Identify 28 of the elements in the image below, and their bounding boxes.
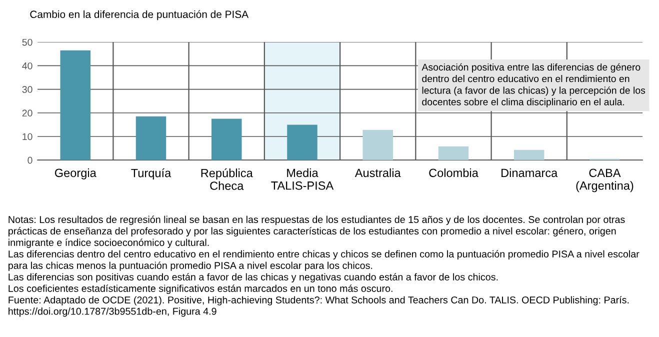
bar bbox=[362, 130, 393, 160]
x-tick-label: Turquía bbox=[131, 168, 172, 180]
x-tick-label: Colombia bbox=[429, 168, 478, 178]
y-tick-label: 50 bbox=[22, 38, 32, 46]
x-tick-label: Media TALIS-PISA bbox=[271, 168, 334, 190]
bar bbox=[211, 118, 242, 160]
text: Las diferencias son positivas cuando están a favor de las chicas y negativas cuando están a favor de los chicos. bbox=[8, 273, 498, 282]
bar bbox=[514, 150, 544, 160]
x-tick-label: Australia bbox=[354, 168, 401, 178]
y-tick-label: 10 bbox=[22, 133, 32, 140]
annotation: Asociación positiva entre las diferencias de género dentro del centro educativo en el rendimiento en lectura (a favor de las chicas) y la percepción de los docentes sobre el clima disciplinario en el aula. bbox=[422, 63, 646, 108]
y-tick-label: 20 bbox=[22, 110, 32, 117]
bar bbox=[287, 124, 318, 160]
text: Los coeficientes estadísticamente significativos están marcados en un tono más oscuro. bbox=[8, 284, 392, 294]
y-tick-label: 40 bbox=[22, 62, 32, 70]
y-tick-label: 30 bbox=[22, 86, 32, 93]
x-tick-label: Georgia bbox=[54, 168, 96, 180]
x-tick-label: Dinamarca bbox=[502, 168, 558, 178]
bar bbox=[60, 50, 90, 160]
source-note: Fuente: Adaptado de OCDE (2021). Positive, High-achieving Students?: What Schools and Teachers Can Do. TALIS. OECD Publishing: París. https://doi.org/10.1787/3b9551db-en, Figura 4.9 bbox=[8, 296, 629, 317]
y-tick-label: 0 bbox=[28, 156, 32, 164]
x-tick-label: República Checa bbox=[201, 168, 253, 190]
bar bbox=[438, 146, 469, 160]
text: Notas: Los resultados de regresión lineal se basan en las respuestas de los estudiantes de 15 años y de los docentes. Se controlan por otras prácticas de enseñanza del profesorado y por las siguientes características de los estudiantes con promedio a nivel escolar: género, origen inmigrante e índice socioeconómico y cultural. bbox=[8, 216, 625, 248]
chart-title: Cambio en la diferencia de puntuación de PISA bbox=[30, 10, 249, 20]
bar bbox=[136, 116, 166, 160]
x-tick-label: CABA (Argentina) bbox=[576, 168, 634, 192]
text: Las diferencias dentro del centro educativo en el rendimiento entre chicas y chicos se definen como la puntuación promedio PISA a nivel escolar para las chicas menos la puntuación promedio PISA a nivel escolar para los chicos. bbox=[8, 250, 640, 271]
